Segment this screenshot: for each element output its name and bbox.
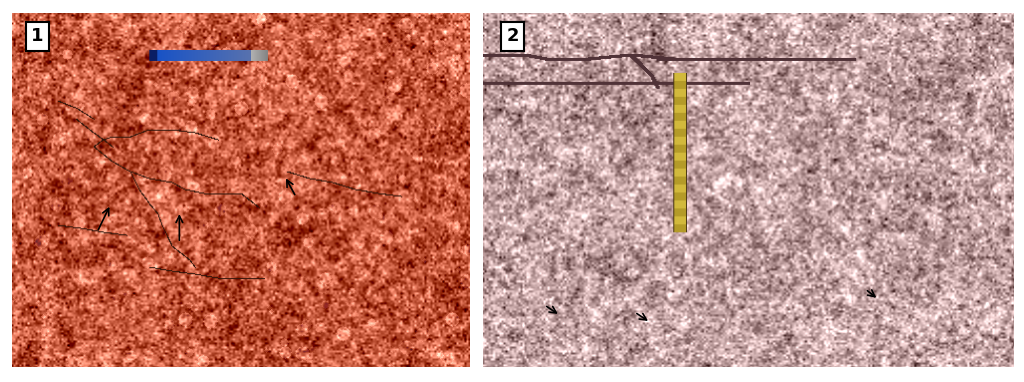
Text: 1: 1 (31, 28, 44, 45)
Text: 2: 2 (506, 28, 519, 45)
